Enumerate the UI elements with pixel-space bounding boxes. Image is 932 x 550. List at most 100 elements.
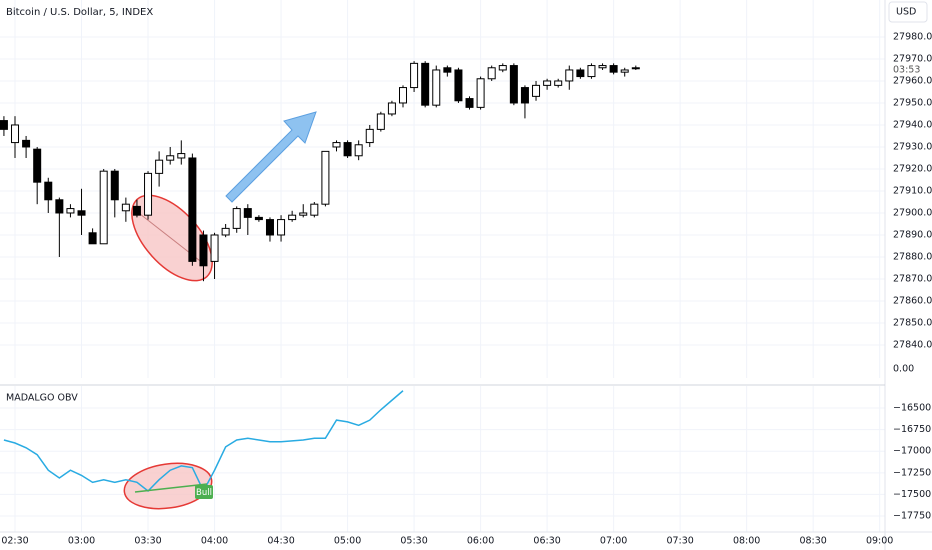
candle-body: [432, 69, 441, 106]
candle-body: [121, 203, 130, 212]
x-tick-label: 07:00: [600, 536, 627, 547]
highlight-ellipse: [131, 194, 213, 282]
countdown: 03:53: [893, 65, 920, 76]
x-tick-label: 08:30: [799, 536, 826, 547]
candle-body: [188, 157, 197, 262]
x-tick-label: 05:00: [334, 536, 361, 547]
candle-body: [498, 65, 507, 71]
candle-body: [598, 65, 607, 69]
candle-body: [520, 87, 529, 104]
y-tick-label: 27850.00: [893, 317, 932, 328]
candle-body: [609, 65, 618, 73]
y-tick-label: 27890.00: [893, 229, 932, 240]
x-tick-label: 05:30: [400, 536, 427, 547]
currency-button[interactable]: [888, 1, 928, 23]
candle-body: [0, 120, 8, 130]
candle-body: [33, 148, 42, 183]
x-tick-label: 06:00: [467, 536, 494, 547]
candle-body: [343, 142, 352, 157]
currency-label[interactable]: USD: [896, 7, 916, 18]
y-tick-label: 27840.00: [893, 339, 932, 350]
candle-body: [332, 142, 341, 148]
candle-body: [177, 153, 186, 159]
candle-body: [465, 98, 474, 108]
y-tick-label: −17250.00: [893, 467, 932, 478]
candle-body: [410, 62, 419, 89]
candle-body: [22, 139, 31, 148]
x-tick-label: 02:30: [1, 536, 28, 547]
candle-body: [277, 219, 286, 236]
candle-body: [587, 65, 596, 78]
chart-title: Bitcoin / U.S. Dollar, 5, INDEX: [6, 7, 153, 18]
candle-body: [399, 87, 408, 104]
candle-body: [299, 212, 308, 216]
candle-body: [620, 69, 629, 73]
y-tick-label: 27970.00: [893, 53, 932, 64]
candle-body: [509, 65, 518, 104]
candle-body: [421, 62, 430, 106]
highlight-ellipse: [123, 462, 213, 510]
x-tick-label: 03:30: [134, 536, 161, 547]
y-tick-label: 27920.00: [893, 163, 932, 174]
candle-body: [243, 208, 252, 218]
y-tick-label: 27950.00: [893, 97, 932, 108]
y-tick-label: 27980.00: [893, 31, 932, 42]
x-tick-label: 08:00: [733, 536, 760, 547]
candle-body: [210, 234, 219, 262]
candle-body: [376, 113, 385, 130]
candle-body: [454, 69, 463, 102]
y-tick-label: 27860.00: [893, 295, 932, 306]
candle-body: [221, 227, 230, 236]
candle-body: [354, 144, 363, 157]
candle-body: [310, 203, 319, 216]
x-tick-label: 09:00: [866, 536, 893, 547]
candle-body: [99, 170, 108, 245]
candle-body: [55, 199, 64, 214]
candle-body: [66, 208, 75, 214]
candle-body: [288, 214, 297, 221]
candle-body: [476, 78, 485, 108]
candle-body: [365, 128, 374, 144]
candle-body: [132, 205, 141, 216]
candle-body: [11, 124, 20, 144]
candle-body: [88, 232, 97, 245]
y-tick-label: −17500.00: [893, 489, 932, 500]
candle-body: [155, 159, 164, 174]
candle-body: [199, 234, 208, 267]
candle-body: [532, 84, 541, 97]
y-tick-label: 27960.00: [893, 75, 932, 86]
candle-body: [321, 150, 330, 205]
candle-body: [631, 67, 640, 70]
x-tick-label: 03:00: [68, 536, 95, 547]
candle-body: [565, 69, 574, 82]
grid-layer: [0, 0, 885, 532]
candle-body: [387, 102, 396, 115]
y-tick-label: −16500.00: [893, 403, 932, 414]
y-tick-label: −16750.00: [893, 424, 932, 435]
candle-body: [77, 210, 86, 216]
candle-body: [44, 181, 53, 201]
candle-body: [443, 67, 452, 73]
x-tick-label: 06:30: [533, 536, 560, 547]
candle-body: [543, 80, 552, 86]
candle-body: [576, 69, 585, 78]
candle-body: [110, 170, 119, 201]
marks: [0, 61, 640, 493]
candle-body: [144, 172, 153, 216]
y-tick-label: −17750.00: [893, 511, 932, 522]
indicator-title: MADALGO OBV: [6, 393, 78, 404]
arrow: [225, 111, 317, 203]
y-tick-label: 27940.00: [893, 119, 932, 130]
divergence-line: [134, 483, 208, 493]
y-tick-label: −17000.00: [893, 446, 932, 457]
candle-body: [554, 80, 563, 86]
y-tick-label: 27910.00: [893, 185, 932, 196]
candle-body: [166, 155, 175, 161]
signal-label: Bull: [196, 488, 212, 498]
candle-body: [254, 216, 263, 221]
y-tick-label: 27870.00: [893, 273, 932, 284]
x-tick-label: 04:00: [201, 536, 228, 547]
y-tick-label: 27880.00: [893, 251, 932, 262]
